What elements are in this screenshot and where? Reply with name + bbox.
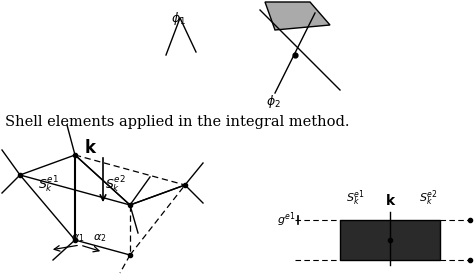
Text: $S_k^{e2}$: $S_k^{e2}$	[419, 188, 438, 208]
Bar	[340, 220, 440, 260]
Text: $S_k^{e1}$: $S_k^{e1}$	[37, 175, 58, 195]
Text: $\alpha_1$: $\alpha_1$	[71, 232, 85, 244]
Text: $\phi_2$: $\phi_2$	[265, 93, 281, 110]
Polygon shape	[265, 2, 330, 30]
Text: $g^{e1}$: $g^{e1}$	[277, 211, 296, 229]
Text: Shell elements applied in the integral method.: Shell elements applied in the integral m…	[5, 115, 349, 129]
Text: $\phi_1$: $\phi_1$	[171, 10, 185, 27]
Text: k: k	[84, 139, 95, 157]
Text: $\alpha_2$: $\alpha_2$	[93, 232, 107, 244]
Text: k: k	[385, 194, 394, 208]
Text: $S_k^{e1}$: $S_k^{e1}$	[346, 188, 365, 208]
Text: $S_k^{e2}$: $S_k^{e2}$	[105, 175, 126, 195]
